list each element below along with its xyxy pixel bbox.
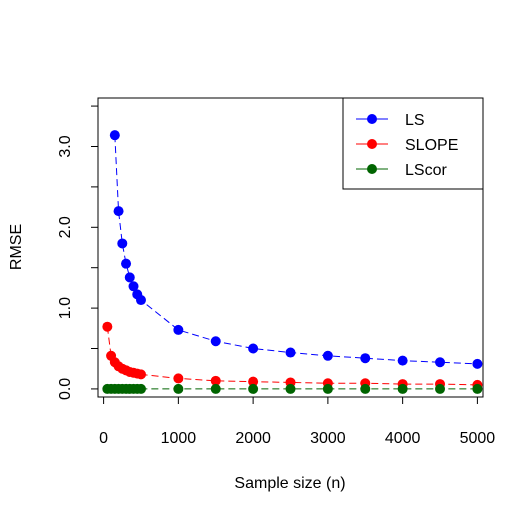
x-tick-label: 5000 <box>460 430 496 447</box>
data-point <box>173 383 184 394</box>
data-point <box>135 295 146 306</box>
data-point <box>322 350 333 361</box>
series-layer <box>102 130 483 394</box>
series-lscor <box>102 383 483 394</box>
data-point <box>435 357 446 368</box>
legend-item-lscor: LScor <box>356 162 447 179</box>
data-point <box>109 130 120 141</box>
data-point <box>135 369 146 380</box>
data-point <box>135 383 146 394</box>
data-point <box>360 353 371 364</box>
x-tick-label: 2000 <box>235 430 271 447</box>
legend-label: SLOPE <box>405 137 458 154</box>
series-line <box>114 135 478 365</box>
data-point <box>113 206 124 217</box>
data-point <box>117 238 128 249</box>
legend-item-slope: SLOPE <box>356 137 458 154</box>
legend-swatch-marker <box>367 139 377 149</box>
legend-label: LS <box>405 112 425 129</box>
data-point <box>360 383 371 394</box>
data-point <box>397 355 408 366</box>
data-point <box>435 383 446 394</box>
y-axis-title: RMSE <box>8 224 25 270</box>
data-point <box>248 376 259 387</box>
data-point <box>102 321 113 332</box>
legend-label: LScor <box>405 162 447 179</box>
x-tick-label: 1000 <box>161 430 197 447</box>
x-axis-title: Sample size (n) <box>234 475 345 492</box>
legend: LS SLOPE LScor <box>342 97 484 190</box>
data-point <box>124 272 135 283</box>
data-point <box>322 383 333 394</box>
data-point <box>173 373 184 384</box>
data-point <box>128 281 139 292</box>
data-point <box>210 375 221 386</box>
x-tick-label: 3000 <box>310 430 346 447</box>
y-tick-label: 3.0 <box>57 135 74 157</box>
y-tick-label: 1.0 <box>57 297 74 319</box>
data-point <box>472 358 483 369</box>
data-point <box>173 324 184 335</box>
data-point <box>285 383 296 394</box>
x-axis: 0 1000 2000 3000 4000 5000 <box>99 396 496 447</box>
data-point <box>210 383 221 394</box>
data-point <box>285 347 296 358</box>
series-ls <box>109 130 483 369</box>
data-point <box>210 336 221 347</box>
y-axis: 0.0 1.0 2.0 3.0 <box>57 105 99 400</box>
data-point <box>248 383 259 394</box>
legend-swatch-marker <box>367 114 377 124</box>
x-tick-label: 0 <box>99 430 108 447</box>
data-point <box>397 383 408 394</box>
y-tick-label: 2.0 <box>57 216 74 238</box>
data-point <box>248 343 259 354</box>
y-tick-label: 0.0 <box>57 378 74 400</box>
data-point <box>472 383 483 394</box>
legend-swatch-marker <box>367 164 377 174</box>
data-point <box>121 258 132 269</box>
legend-item-ls: LS <box>356 112 425 129</box>
x-tick-label: 4000 <box>385 430 421 447</box>
